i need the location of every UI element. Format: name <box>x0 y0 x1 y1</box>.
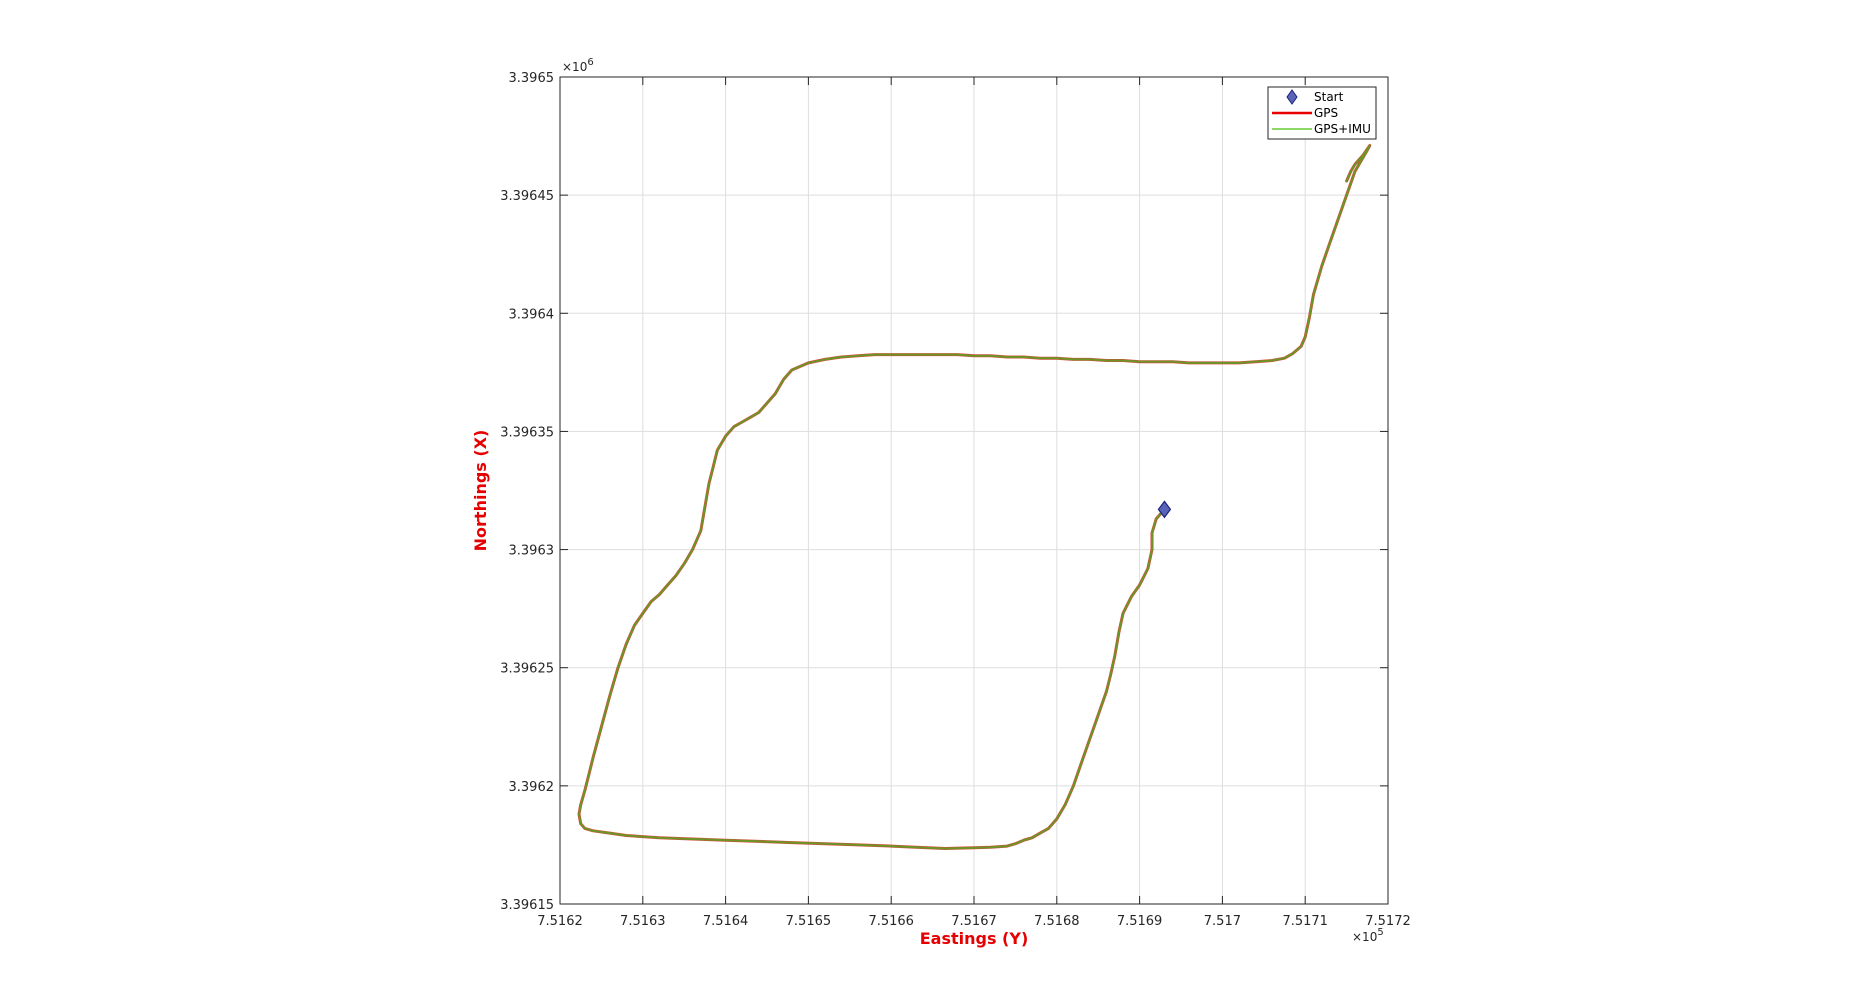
y-tick-label: 3.3965 <box>509 71 555 86</box>
x-tick-label: 7.5166 <box>868 914 914 929</box>
axis-labels: 7.5162 7.5163 7.5164 7.5165 7.5166 7.5167 7.51… <box>471 57 1411 948</box>
legend-sample-start <box>1286 89 1298 105</box>
x-axis-title: Eastings (Y) <box>920 929 1029 948</box>
legend-label: GPS+IMU <box>1314 122 1371 136</box>
series-layer <box>577 144 1372 850</box>
y-tick-label: 3.39615 <box>500 898 554 913</box>
y-exponent-power: 6 <box>587 57 593 68</box>
x-tick-label: 7.5168 <box>1034 914 1080 929</box>
x-exponent-label: ×105 <box>1352 927 1384 944</box>
legend-label: Start <box>1314 90 1344 104</box>
series-overlap-line <box>577 144 1371 850</box>
y-tick-label: 3.3963 <box>509 544 555 559</box>
start-marker <box>1157 500 1172 519</box>
x-tick-label: 7.5167 <box>951 914 997 929</box>
y-axis-title: Northings (X) <box>471 430 490 552</box>
y-tick-label: 3.39625 <box>500 662 554 677</box>
x-exponent-power: 5 <box>1377 927 1383 938</box>
y-tick-label: 3.39635 <box>500 425 554 440</box>
x-tick-label: 7.5165 <box>786 914 832 929</box>
y-tick-label: 3.3962 <box>509 780 555 795</box>
x-tick-label: 7.5169 <box>1117 914 1163 929</box>
legend-label: GPS <box>1314 106 1338 120</box>
axis-ticks <box>559 76 1389 905</box>
x-tick-label: 7.5171 <box>1282 914 1328 929</box>
x-tick-label: 7.5163 <box>620 914 666 929</box>
x-tick-label: 7.5172 <box>1365 914 1411 929</box>
legend: Start GPS GPS+IMU <box>1267 86 1377 140</box>
x-tick-label: 7.5164 <box>703 914 749 929</box>
x-tick-label: 7.517 <box>1204 914 1241 929</box>
x-tick-label: 7.5162 <box>537 914 583 929</box>
y-tick-label: 3.39645 <box>500 189 554 204</box>
y-exponent-label: ×106 <box>562 57 594 74</box>
y-tick-label: 3.3964 <box>509 307 555 322</box>
